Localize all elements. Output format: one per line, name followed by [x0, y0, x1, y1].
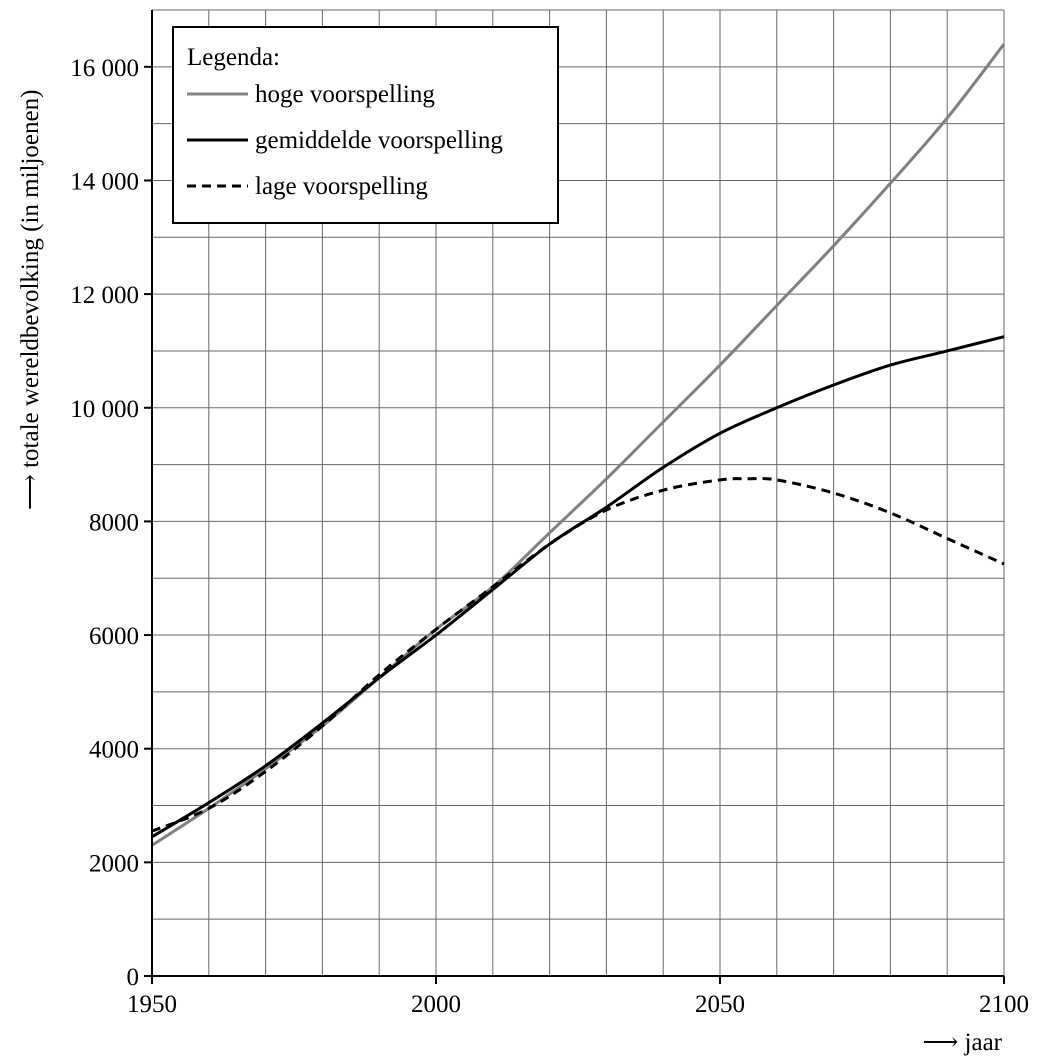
x-tick-label: 2100 — [979, 991, 1029, 1018]
tick-labels: 1950 2000 2050 2100 0 2000 4000 6000 8000 10 000 1… — [70, 55, 1029, 1018]
series-line-gemiddelde — [151, 335, 1005, 839]
series-lines — [151, 43, 1006, 847]
x-axis-label-text: jaar — [964, 1029, 1003, 1056]
axis-labels: ⟶ jaar ⟶ totale wereldbevolking (in milj… — [17, 90, 1003, 1056]
x-tick-label: 2000 — [411, 991, 461, 1018]
x-tick-label: 1950 — [127, 991, 177, 1018]
legend-label: gemiddelde voorspelling — [255, 127, 503, 154]
y-tick-label: 6000 — [89, 623, 139, 650]
legend-item-lage: lage voorspelling — [187, 173, 428, 200]
y-tick-label: 14 000 — [70, 168, 139, 195]
legend-title: Legenda: — [187, 44, 280, 71]
y-tick-label: 8000 — [89, 509, 139, 536]
series-line-lage — [151, 476, 1005, 833]
legend-item-hoge: hoge voorspelling — [187, 81, 435, 108]
x-axis-label: ⟶ jaar — [922, 1029, 1002, 1056]
x-tick-label: 2050 — [695, 991, 745, 1018]
y-tick-label: 0 — [127, 964, 140, 991]
y-tick-label: 16 000 — [70, 55, 139, 82]
legend-label: lage voorspelling — [255, 173, 428, 200]
y-axis-label-text: totale wereldbevolking (in miljoenen) — [17, 90, 44, 468]
y-tick-label: 10 000 — [70, 396, 139, 423]
legend-label: hoge voorspelling — [255, 81, 435, 108]
x-axis-arrow: ⟶ — [922, 1029, 964, 1056]
legend: Legenda: hoge voorspelling gemiddelde voo… — [172, 26, 559, 224]
y-tick-label: 4000 — [89, 737, 139, 764]
y-tick-label: 12 000 — [70, 282, 139, 309]
legend-item-gemiddelde: gemiddelde voorspelling — [187, 127, 503, 154]
y-axis-arrow: ⟶ — [17, 468, 44, 510]
y-axis-label: ⟶ totale wereldbevolking (in miljoenen) — [17, 90, 44, 510]
axes — [144, 10, 1005, 984]
legend-box — [172, 26, 559, 224]
y-tick-label: 2000 — [89, 850, 139, 877]
